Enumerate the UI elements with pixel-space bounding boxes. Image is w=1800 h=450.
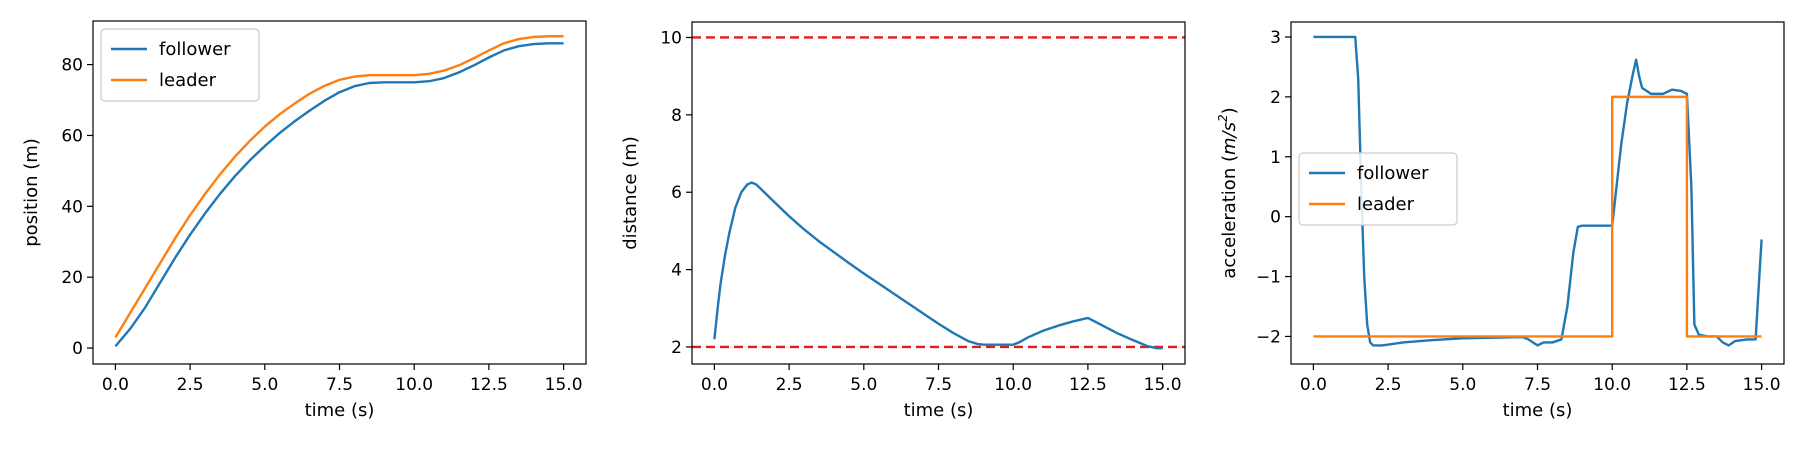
y-tick-label: 0 bbox=[72, 339, 83, 359]
x-tick-label: 10.0 bbox=[1593, 375, 1631, 395]
y-tick-label: 10 bbox=[660, 28, 682, 48]
x-tick-label: 15.0 bbox=[1144, 375, 1182, 395]
y-tick-label: 1 bbox=[1270, 148, 1281, 168]
x-tick-label: 0.0 bbox=[1300, 375, 1327, 395]
y-tick-label: 6 bbox=[671, 183, 682, 203]
series-line-follower bbox=[114, 42, 564, 348]
legend-label-follower: follower bbox=[1357, 163, 1429, 184]
legend-box bbox=[100, 28, 260, 102]
x-tick-label: 10.0 bbox=[395, 375, 433, 395]
y-axis-label: acceleration (m/s2) bbox=[1216, 107, 1240, 278]
x-tick-label: 2.5 bbox=[776, 375, 803, 395]
y-tick-label: −2 bbox=[1256, 327, 1281, 347]
x-tick-label: 12.5 bbox=[470, 375, 508, 395]
legend-box bbox=[1298, 152, 1458, 226]
x-tick-label: 5.0 bbox=[1449, 375, 1476, 395]
x-tick-label: 12.5 bbox=[1668, 375, 1706, 395]
y-tick-label: 60 bbox=[61, 126, 83, 146]
y-tick-label: 20 bbox=[61, 268, 83, 288]
y-axis-label: position (m) bbox=[21, 138, 42, 247]
y-axis-label: distance (m) bbox=[620, 136, 641, 250]
y-tick-label: −1 bbox=[1256, 268, 1281, 288]
legend-label-leader: leader bbox=[159, 70, 217, 91]
x-tick-label: 12.5 bbox=[1069, 375, 1107, 395]
y-tick-label: 2 bbox=[671, 338, 682, 358]
y-tick-label: 3 bbox=[1270, 28, 1281, 48]
x-tick-label: 0.0 bbox=[701, 375, 728, 395]
series-line-leader bbox=[114, 35, 564, 339]
x-axis-label: time (s) bbox=[1503, 400, 1573, 421]
x-tick-label: 10.0 bbox=[994, 375, 1032, 395]
series-line-leader bbox=[1313, 95, 1762, 338]
y-tick-label: 2 bbox=[1270, 88, 1281, 108]
chart-position: 0.0 2.5 5.0 7.5 10.0 12.5 15.0 0 20 40 60 80 time (s… bbox=[21, 20, 587, 421]
x-tick-label: 5.0 bbox=[850, 375, 877, 395]
y-tick-label: 8 bbox=[671, 106, 682, 126]
x-tick-label: 0.0 bbox=[102, 375, 129, 395]
legend-label-leader: leader bbox=[1357, 194, 1415, 215]
x-axis-label: time (s) bbox=[904, 400, 974, 421]
x-tick-label: 7.5 bbox=[925, 375, 952, 395]
y-tick-label: 4 bbox=[671, 261, 682, 281]
x-axis-label: time (s) bbox=[305, 400, 375, 421]
x-tick-label: 5.0 bbox=[251, 375, 278, 395]
x-tick-label: 2.5 bbox=[177, 375, 204, 395]
legend-label-follower: follower bbox=[159, 39, 231, 60]
x-tick-label: 7.5 bbox=[326, 375, 353, 395]
legend: follower leader bbox=[100, 28, 260, 102]
x-tick-label: 7.5 bbox=[1524, 375, 1551, 395]
y-tick-label: 80 bbox=[61, 56, 83, 76]
y-tick-label: 0 bbox=[1270, 208, 1281, 228]
x-tick-label: 2.5 bbox=[1375, 375, 1402, 395]
series-line-series-0 bbox=[713, 181, 1163, 350]
legend: follower leader bbox=[1298, 152, 1458, 226]
chart-acceleration: 0.0 2.5 5.0 7.5 10.0 12.5 15.0 −2 −1 0 1 2 3 time (s)… bbox=[1216, 21, 1785, 421]
y-tick-label: 40 bbox=[61, 197, 83, 217]
x-tick-label: 15.0 bbox=[1743, 375, 1781, 395]
x-tick-label: 15.0 bbox=[545, 375, 583, 395]
chart-distance: 0.0 2.5 5.0 7.5 10.0 12.5 15.0 2 4 6 8 10 time (s) di… bbox=[620, 21, 1186, 421]
